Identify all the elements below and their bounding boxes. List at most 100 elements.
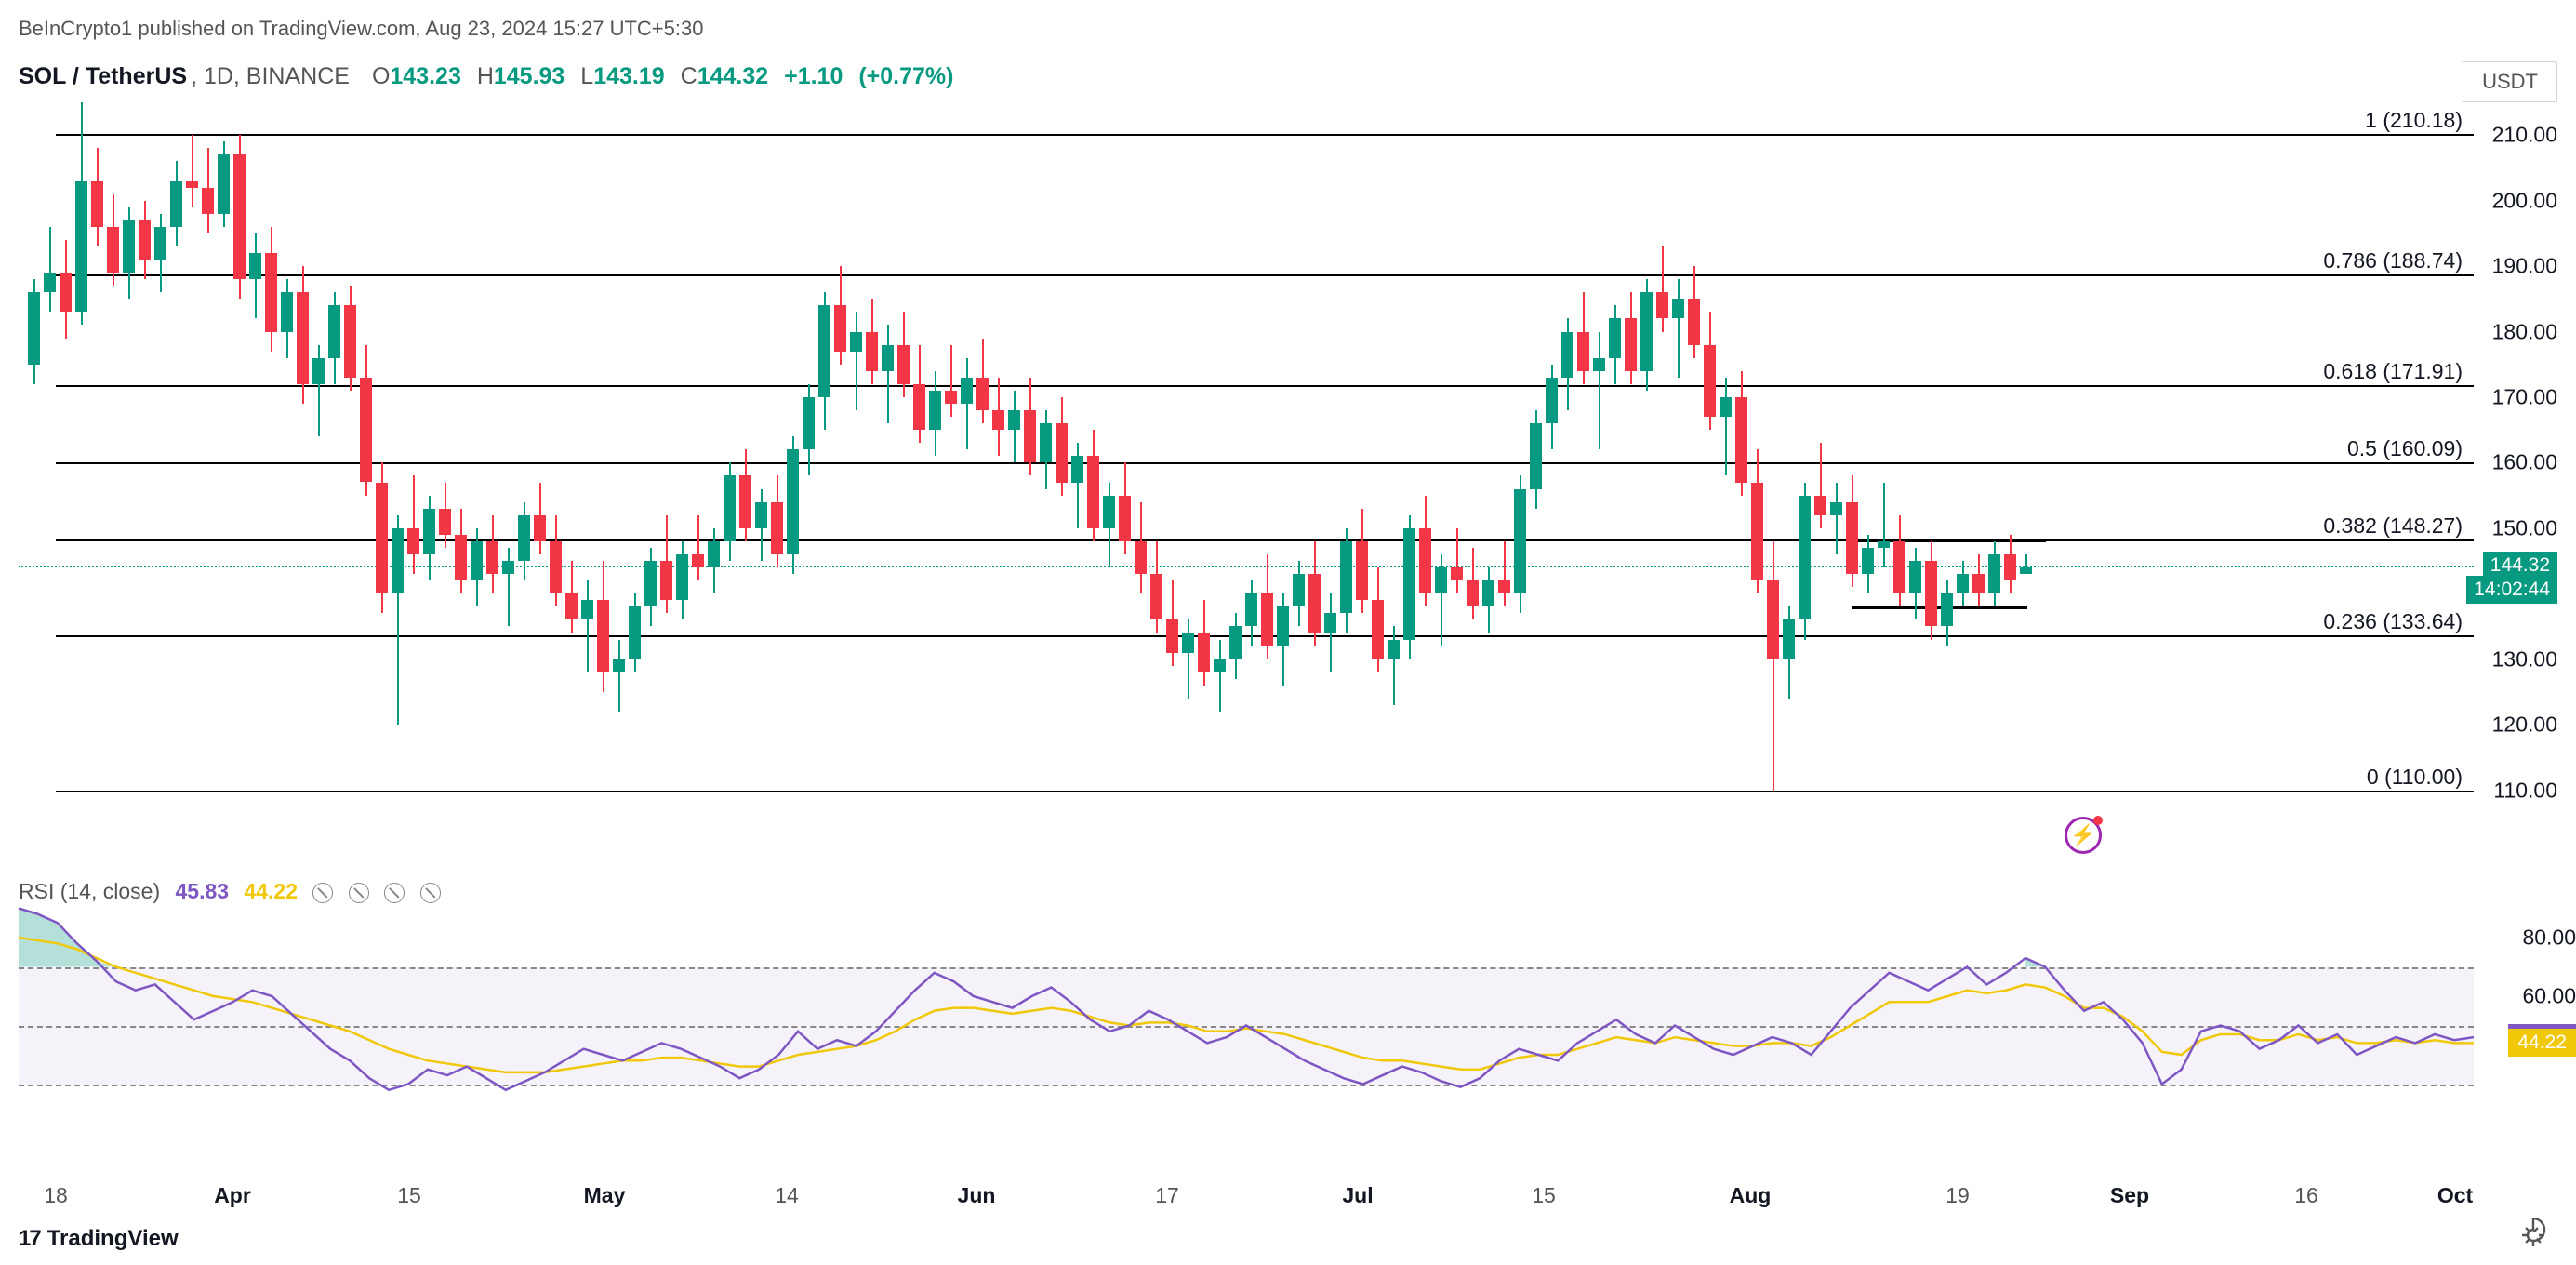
candle[interactable] (629, 593, 641, 672)
candle[interactable] (660, 515, 672, 614)
candle[interactable] (1372, 567, 1384, 672)
candle[interactable] (676, 541, 688, 620)
fib-line[interactable]: 1 (210.18) (56, 134, 2474, 136)
price-chart-pane[interactable]: 1 (210.18)0.786 (188.74)0.618 (171.91)0.… (19, 102, 2474, 856)
candle[interactable] (392, 515, 404, 725)
candle[interactable] (1862, 535, 1874, 593)
candle[interactable] (471, 528, 483, 607)
candle[interactable] (1451, 528, 1463, 593)
candle[interactable] (28, 279, 40, 384)
candle[interactable] (376, 462, 388, 613)
candle[interactable] (803, 384, 815, 476)
candle[interactable] (328, 292, 340, 384)
candle[interactable] (1735, 371, 1747, 496)
candle[interactable] (1182, 619, 1194, 699)
candle[interactable] (297, 266, 309, 404)
candle[interactable] (1245, 580, 1257, 646)
candle[interactable] (170, 161, 182, 246)
candle[interactable] (739, 449, 751, 541)
candle[interactable] (1530, 410, 1542, 509)
fib-line[interactable]: 0.5 (160.09) (56, 462, 2474, 464)
candle[interactable] (1166, 580, 1178, 666)
candle[interactable] (534, 483, 546, 554)
candle[interactable] (1008, 391, 1020, 462)
candle[interactable] (929, 371, 941, 457)
candle[interactable] (692, 515, 704, 580)
candle[interactable] (1577, 292, 1589, 384)
rsi-pane[interactable]: RSI (14, close) 45.83 44.22 80.0060.0045… (19, 879, 2474, 1172)
candle[interactable] (1388, 626, 1400, 705)
candle[interactable] (850, 312, 862, 410)
candle[interactable] (1593, 332, 1605, 450)
candle[interactable] (771, 475, 783, 567)
candle[interactable] (565, 561, 578, 632)
candle[interactable] (1972, 554, 1985, 606)
candle[interactable] (882, 325, 894, 423)
candle[interactable] (518, 502, 530, 581)
candle[interactable] (1024, 378, 1036, 476)
candle[interactable] (1293, 561, 1305, 626)
candle[interactable] (1988, 541, 2000, 606)
candle[interactable] (581, 580, 593, 672)
candle[interactable] (439, 483, 451, 548)
candle[interactable] (1546, 365, 1558, 450)
candle[interactable] (1640, 279, 1653, 391)
candle[interactable] (154, 214, 166, 293)
candle[interactable] (1656, 246, 1668, 332)
candle[interactable] (2020, 554, 2032, 574)
candle[interactable] (1198, 600, 1210, 686)
candle[interactable] (1846, 475, 1858, 587)
fib-line[interactable]: 0.618 (171.91) (56, 385, 2474, 387)
candle[interactable] (1720, 378, 1732, 476)
fib-line[interactable]: 0 (110.00) (56, 791, 2474, 792)
candle[interactable] (281, 279, 293, 358)
candle[interactable] (834, 266, 846, 365)
candle[interactable] (866, 299, 878, 384)
trend-line[interactable] (1852, 606, 2027, 609)
candle[interactable] (202, 148, 214, 233)
candle[interactable] (1799, 483, 1811, 640)
candle[interactable] (1767, 541, 1779, 791)
candle[interactable] (708, 528, 720, 593)
candle[interactable] (1625, 292, 1637, 384)
candle[interactable] (945, 345, 957, 417)
candle[interactable] (1324, 593, 1336, 672)
candle[interactable] (787, 436, 799, 574)
candle[interactable] (613, 640, 625, 712)
candle[interactable] (992, 378, 1004, 457)
candle[interactable] (1435, 554, 1447, 646)
candle[interactable] (44, 227, 56, 313)
candle[interactable] (1214, 640, 1226, 712)
candle[interactable] (1704, 312, 1716, 430)
candle[interactable] (265, 227, 277, 352)
candle[interactable] (961, 358, 973, 450)
candle[interactable] (1672, 279, 1684, 378)
candle[interactable] (1087, 430, 1099, 541)
candle[interactable] (1482, 567, 1494, 632)
candle[interactable] (644, 548, 657, 627)
candle[interactable] (1419, 496, 1431, 607)
candle[interactable] (60, 240, 72, 339)
candle[interactable] (312, 345, 325, 437)
candle[interactable] (1040, 410, 1052, 489)
candle[interactable] (455, 509, 467, 594)
candle[interactable] (75, 102, 87, 325)
settings-icon[interactable] (2516, 1218, 2550, 1252)
candle[interactable] (1403, 515, 1415, 659)
candle[interactable] (1356, 509, 1368, 614)
candle[interactable] (502, 548, 514, 627)
candle[interactable] (913, 345, 925, 444)
candle[interactable] (1150, 541, 1162, 633)
candle[interactable] (107, 194, 119, 286)
candle[interactable] (1814, 443, 1826, 528)
candle[interactable] (486, 515, 498, 594)
candle[interactable] (1119, 462, 1131, 554)
candle[interactable] (724, 462, 736, 561)
candle[interactable] (423, 496, 435, 581)
candle[interactable] (344, 286, 356, 391)
candle[interactable] (1308, 541, 1321, 646)
candle[interactable] (360, 345, 372, 496)
candle[interactable] (1056, 397, 1068, 496)
candle[interactable] (1957, 561, 1969, 606)
candle[interactable] (123, 207, 135, 300)
